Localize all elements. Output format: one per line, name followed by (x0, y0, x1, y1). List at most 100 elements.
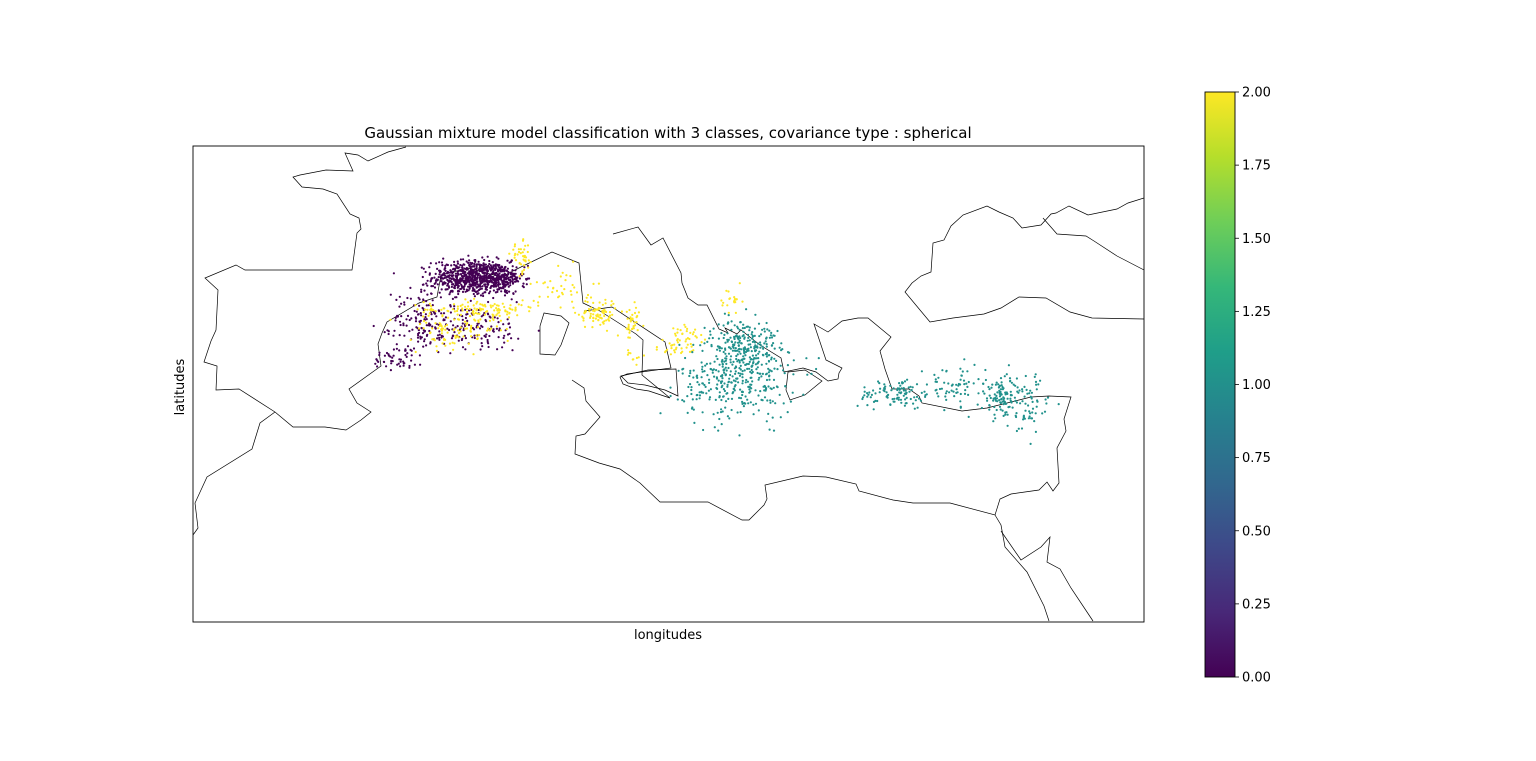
scatter-point-class-0 (448, 328, 451, 332)
scatter-point-class-2 (487, 327, 490, 330)
scatter-point-class-1 (742, 355, 745, 358)
scatter-point-class-1 (739, 364, 742, 367)
scatter-point-class-2 (559, 306, 562, 309)
scatter-point-class-1 (748, 339, 751, 342)
scatter-point-class-1 (717, 379, 720, 382)
scatter-point-class-2 (559, 275, 562, 278)
scatter-point-class-1 (776, 386, 779, 389)
scatter-point-class-1 (752, 362, 755, 365)
scatter-point-class-2 (455, 335, 458, 338)
scatter-point-class-0 (475, 263, 478, 266)
scatter-point-class-1 (1018, 389, 1021, 392)
scatter-point-class-2 (425, 321, 428, 324)
scatter-point-class-2 (629, 320, 632, 323)
scatter-point-class-1 (774, 402, 777, 405)
scatter-point-class-2 (468, 307, 471, 311)
scatter-point-class-1 (863, 394, 866, 397)
scatter-point-class-2 (604, 298, 607, 301)
scatter-point-class-0 (378, 353, 381, 357)
scatter-point-class-1 (769, 387, 772, 390)
scatter-point-class-1 (740, 390, 744, 393)
scatter-point-class-1 (692, 343, 695, 346)
scatter-point-class-1 (778, 346, 781, 349)
scatter-point-class-0 (406, 352, 409, 355)
scatter-point-class-1 (1009, 379, 1012, 382)
scatter-point-class-2 (523, 254, 526, 257)
scatter-point-class-1 (973, 363, 976, 366)
scatter-point-class-2 (674, 334, 677, 337)
scatter-point-class-0 (481, 325, 484, 328)
scatter-point-class-2 (590, 306, 593, 309)
scatter-point-class-0 (414, 320, 418, 323)
scatter-point-class-2 (492, 314, 495, 317)
scatter-point-class-0 (438, 310, 441, 313)
scatter-point-class-2 (473, 297, 476, 300)
scatter-point-class-1 (701, 365, 704, 368)
scatter-point-class-1 (900, 401, 903, 404)
scatter-point-class-0 (451, 272, 454, 275)
scatter-point-class-1 (715, 355, 718, 358)
scatter-point-class-2 (472, 353, 475, 356)
scatter-point-class-1 (723, 360, 726, 363)
scatter-point-class-2 (483, 313, 487, 316)
scatter-point-class-2 (734, 301, 737, 304)
scatter-point-class-1 (1007, 364, 1011, 367)
scatter-point-class-0 (431, 299, 434, 302)
scatter-point-class-2 (491, 304, 494, 307)
scatter-point-class-2 (572, 306, 575, 309)
scatter-point-class-0 (451, 289, 454, 292)
scatter-point-class-2 (722, 301, 725, 304)
scatter-point-class-1 (783, 372, 786, 375)
scatter-point-class-2 (670, 347, 673, 350)
scatter-point-class-1 (715, 386, 718, 390)
scatter-point-class-2 (664, 350, 667, 353)
scatter-point-class-0 (475, 281, 478, 284)
scatter-point-class-2 (498, 314, 501, 317)
scatter-point-class-0 (468, 285, 471, 288)
scatter-point-class-1 (1046, 396, 1050, 399)
scatter-point-class-2 (521, 251, 524, 254)
scatter-point-class-1 (999, 388, 1003, 391)
scatter-point-class-0 (498, 272, 501, 275)
scatter-point-class-0 (465, 274, 468, 277)
scatter-point-class-0 (429, 262, 432, 265)
scatter-point-class-0 (413, 309, 416, 313)
scatter-point-class-1 (709, 388, 713, 391)
scatter-point-class-1 (759, 333, 763, 336)
scatter-point-class-0 (450, 337, 454, 340)
scatter-point-class-1 (1000, 384, 1003, 387)
scatter-point-class-1 (923, 390, 926, 393)
scatter-point-class-1 (724, 341, 727, 344)
scatter-point-class-1 (723, 312, 727, 315)
scatter-point-class-1 (1005, 391, 1008, 394)
colorbar-tick-label: 1.25 (1242, 305, 1271, 320)
scatter-point-class-1 (678, 343, 681, 346)
scatter-point-class-2 (627, 351, 630, 354)
scatter-point-class-1 (744, 354, 747, 357)
scatter-point-class-1 (748, 329, 751, 332)
scatter-point-class-0 (483, 277, 486, 280)
scatter-point-class-0 (454, 282, 457, 285)
scatter-point-class-1 (1029, 395, 1032, 398)
scatter-point-class-0 (459, 269, 462, 272)
scatter-point-class-0 (424, 316, 427, 319)
scatter-point-class-2 (439, 323, 442, 326)
scatter-point-class-2 (549, 280, 552, 283)
scatter-point-class-1 (998, 399, 1001, 402)
coastlines (193, 146, 1144, 622)
scatter-point-class-0 (473, 265, 476, 268)
scatter-point-class-2 (466, 301, 470, 304)
scatter-point-class-0 (489, 286, 492, 290)
scatter-point-class-2 (476, 326, 480, 329)
scatter-point-class-0 (473, 259, 476, 262)
scatter-point-class-0 (374, 362, 377, 365)
scatter-point-class-0 (463, 288, 466, 291)
scatter-point-class-1 (989, 396, 992, 400)
scatter-point-class-0 (387, 353, 390, 356)
scatter-point-class-1 (982, 390, 985, 393)
scatter-point-class-0 (411, 328, 414, 331)
scatter-point-class-2 (528, 310, 531, 313)
scatter-point-class-0 (438, 330, 441, 333)
scatter-point-class-2 (683, 323, 686, 326)
scatter-point-class-0 (438, 261, 441, 264)
